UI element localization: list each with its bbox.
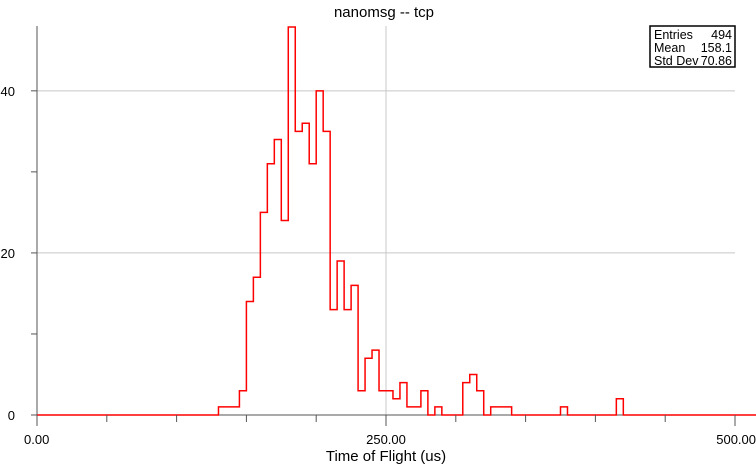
chart-title: nanomsg -- tcp — [334, 4, 434, 21]
y-axis-ticks: 0 20 40 — [1, 84, 37, 423]
stats-mean-label: Mean — [654, 41, 685, 55]
stats-entries-value: 494 — [711, 28, 732, 42]
x-tick-label: 0.00 — [24, 432, 49, 447]
stats-entries-label: Entries — [654, 28, 693, 42]
grid-lines — [37, 26, 735, 416]
x-axis-label: Time of Flight (us) — [326, 448, 446, 465]
y-tick-label: 40 — [1, 84, 15, 99]
y-tick-label: 0 — [8, 408, 15, 423]
histogram-series-line — [37, 26, 756, 416]
stats-mean-value: 158.1 — [701, 41, 732, 55]
stats-box-frame — [649, 25, 736, 68]
x-axis-ticks: 0.00 250.00 500.00 — [24, 415, 756, 447]
stats-std-label: Std Dev — [654, 54, 699, 68]
x-tick-label: 500.00 — [716, 432, 756, 447]
x-tick-label: 250.00 — [366, 432, 406, 447]
stats-box: Entries 494 Mean 158.1 Std Dev 70.86 — [649, 25, 736, 68]
y-tick-label: 20 — [1, 246, 15, 261]
stats-std-value: 70.86 — [701, 54, 732, 68]
